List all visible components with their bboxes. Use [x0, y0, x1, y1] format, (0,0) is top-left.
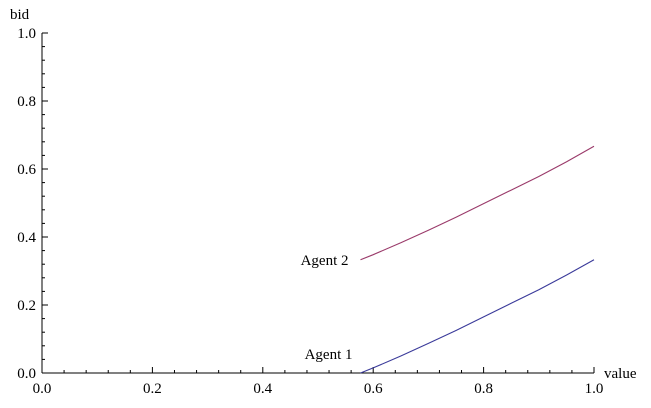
x-tick-label: 0.6	[364, 381, 383, 397]
x-tick-label: 1.0	[585, 381, 604, 397]
y-tick-label: 0.0	[17, 366, 36, 382]
tick-labels: 0.0 0.2 0.4 0.6 0.8 1.0 0.0 0.2 0.4 0.6 0.8 1.0	[17, 26, 603, 397]
y-tick-label: 0.4	[17, 230, 36, 246]
axes	[41, 33, 594, 374]
x-tick-label: 0.0	[33, 381, 52, 397]
y-tick-label: 0.2	[17, 298, 36, 314]
x-tick-label: 0.2	[143, 381, 162, 397]
x-axis-title: value	[604, 366, 637, 382]
ticks	[41, 32, 595, 374]
y-tick-label: 0.6	[17, 162, 36, 178]
series-label-agent-1: Agent 1	[305, 347, 353, 363]
x-tick-label: 0.8	[474, 381, 493, 397]
y-tick-label: 1.0	[17, 26, 36, 42]
series-label-agent-2: Agent 2	[301, 253, 349, 269]
series-group	[360, 145, 595, 374]
y-tick-label: 0.8	[17, 94, 36, 110]
series-line-agent-2	[360, 145, 595, 261]
x-tick-label: 0.4	[253, 381, 272, 397]
series-line-agent-1	[360, 259, 595, 374]
y-axis-title: bid	[10, 7, 30, 23]
